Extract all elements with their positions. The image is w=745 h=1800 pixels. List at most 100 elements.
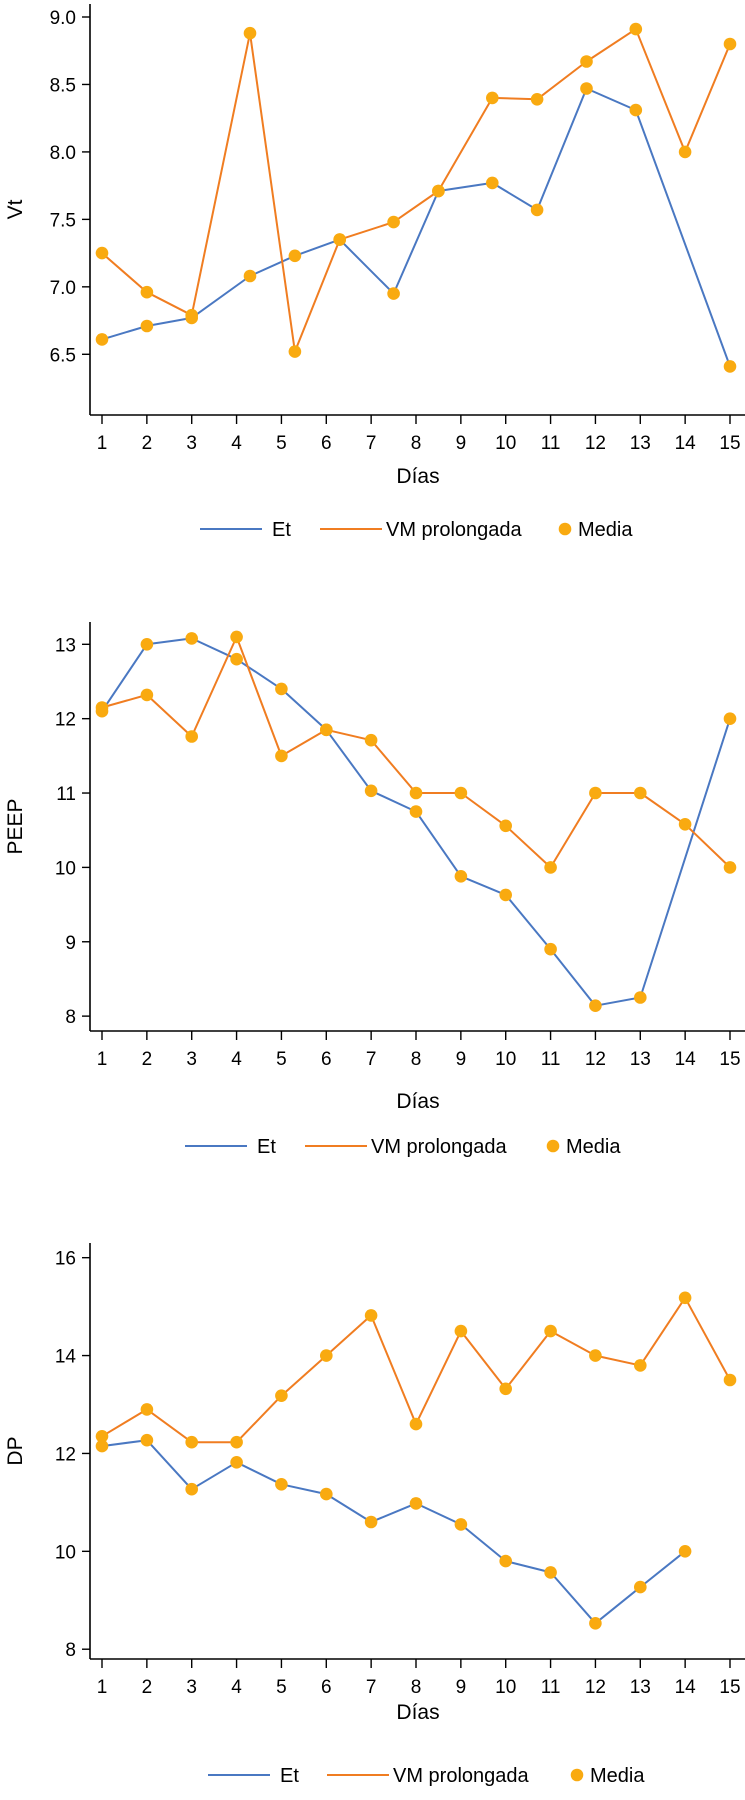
chart3-et-point — [589, 1617, 602, 1630]
chart1-vm-prolongada-point — [140, 285, 154, 299]
chart2-legend-vm-label: VM prolongada — [371, 1136, 508, 1158]
chart2-vm-prolongada-point — [723, 861, 737, 874]
chart2-x-tick-label: 8 — [411, 1049, 422, 1070]
chart3-et-point — [544, 1566, 557, 1579]
chart3-et-point — [95, 1439, 109, 1453]
chart1-x-tick-label: 10 — [495, 433, 516, 454]
chart3-x-tick-label: 13 — [630, 1677, 651, 1698]
chart1-vm-prolongada-point — [629, 22, 643, 36]
chart3-x-tick-label: 8 — [411, 1677, 422, 1698]
chart2-legend-media-swatch — [546, 1139, 560, 1153]
chart1-x-tick-label: 14 — [675, 433, 697, 454]
chart3-x-tick-label: 9 — [456, 1677, 467, 1698]
chart1-et-point — [530, 203, 544, 217]
chart3-x-axis-title: Días — [396, 1701, 439, 1724]
chart1-y-tick-label: 8.5 — [50, 75, 76, 96]
chart3-et-point — [409, 1497, 423, 1510]
chart1-et-point — [387, 287, 400, 300]
chart2-et-point — [409, 805, 423, 818]
chart1-x-tick-label: 6 — [321, 433, 332, 454]
chart2-et-point — [544, 942, 557, 956]
chart2-vm-prolongada-point — [499, 819, 512, 833]
chart2-y-axis-title: PEEP — [4, 798, 27, 854]
chart2-et-point — [723, 712, 737, 725]
chart2-x-tick-label: 1 — [97, 1049, 108, 1070]
chart1-vm-prolongada-point — [95, 246, 109, 260]
chart1-legend-et-label: Et — [272, 519, 291, 541]
chart2-vm-prolongada-point — [678, 818, 692, 831]
chart2-legend-media-label: Media — [566, 1136, 621, 1158]
chart2-vm-prolongada-point — [230, 630, 243, 644]
chart3-x-tick-label: 11 — [541, 1677, 561, 1698]
chart2-vm-prolongada-point — [140, 688, 154, 702]
chart3-y-tick-label: 14 — [55, 1347, 77, 1368]
chart1-x-tick-label: 8 — [411, 433, 422, 454]
chart2-et-point — [275, 682, 288, 696]
chart1-et-point — [580, 82, 593, 95]
chart3-legend-media-swatch — [570, 1768, 584, 1782]
chart3-et-line — [101, 1439, 686, 1625]
chart3-vm-prolongada-point — [409, 1417, 423, 1431]
chart2-vm-prolongada-point — [95, 701, 109, 714]
chart2-et-point — [185, 632, 198, 645]
chart2-x-tick-label: 2 — [142, 1049, 153, 1070]
chart3-vm-prolongada-point — [589, 1349, 602, 1362]
chart3-x-tick-label: 4 — [231, 1677, 242, 1698]
chart2-legend-et-label: Et — [257, 1136, 276, 1158]
chart3-x-tick-label: 1 — [97, 1677, 108, 1698]
chart2-x-tick-label: 15 — [719, 1049, 740, 1070]
chart1-et-point — [243, 269, 257, 283]
chart1-vm-prolongada-point — [723, 37, 737, 51]
chart1-y-tick-label: 8.0 — [50, 143, 76, 164]
chart2-x-tick-label: 6 — [321, 1049, 332, 1070]
chart2-vm-prolongada-point — [544, 861, 557, 874]
chart1-x-tick-label: 12 — [585, 433, 606, 454]
chart2-y-tick-label: 12 — [55, 710, 76, 731]
chart3-et-point — [499, 1554, 512, 1568]
chart2-vm-prolongada-point — [275, 749, 288, 763]
chart3-vm-prolongada-point — [275, 1389, 288, 1402]
chart1-vm-prolongada-point — [580, 55, 593, 68]
chart1-vm-prolongada-point — [333, 233, 347, 246]
chart1-x-tick-label: 11 — [541, 433, 561, 454]
chart2-x-tick-label: 3 — [186, 1049, 197, 1070]
chart3-x-tick-label: 7 — [366, 1677, 377, 1698]
chart2-vm-prolongada-point — [364, 733, 378, 747]
chart3-vm-prolongada-point — [95, 1430, 109, 1443]
chart1-legend-media-swatch — [558, 522, 572, 536]
chart1-x-tick-label: 9 — [456, 433, 467, 454]
chart2-y-tick-label: 10 — [55, 858, 76, 879]
chart3-vm-prolongada-point — [140, 1403, 154, 1416]
chart1-et-point — [723, 360, 737, 373]
chart1-vm-prolongada-line — [101, 28, 731, 353]
chart2-x-tick-label: 5 — [276, 1049, 287, 1070]
chart1-vm-prolongada-point — [243, 26, 257, 40]
chart2-vm-prolongada-point — [320, 723, 333, 737]
chart3-x-tick-label: 5 — [276, 1677, 287, 1698]
chart1-legend-vm-label: VM prolongada — [386, 519, 523, 541]
chart1-vm-prolongada-point — [678, 145, 692, 159]
chart1-y-tick-label: 9.0 — [50, 8, 76, 29]
chart2-vm-prolongada-point — [454, 786, 468, 800]
chart2-x-axis-title: Días — [396, 1090, 439, 1113]
chart1-et-point — [486, 176, 499, 190]
chart2-vm-prolongada-point — [589, 786, 602, 800]
chart3-vm-prolongada-point — [499, 1382, 512, 1396]
chart2-y-tick-label: 8 — [65, 1007, 76, 1028]
chart1-et-point — [629, 103, 643, 117]
chart1-x-tick-label: 1 — [97, 433, 108, 454]
chart3-legend-et-label: Et — [280, 1765, 299, 1787]
chart3-y-tick-label: 8 — [65, 1640, 76, 1661]
chart1-et-point — [95, 333, 109, 346]
chart3-x-tick-label: 15 — [719, 1677, 740, 1698]
chart2-vm-prolongada-point — [634, 786, 647, 800]
chart3-vm-prolongada-point — [320, 1349, 333, 1362]
chart3-y-axis-title: DP — [4, 1436, 27, 1465]
chart1-et-point — [140, 319, 154, 333]
chart3-et-point — [634, 1580, 647, 1594]
chart3-vm-prolongada-point — [634, 1359, 647, 1372]
chart3-vm-prolongada-point — [678, 1291, 692, 1305]
chart1-vm-prolongada-point — [185, 308, 198, 322]
